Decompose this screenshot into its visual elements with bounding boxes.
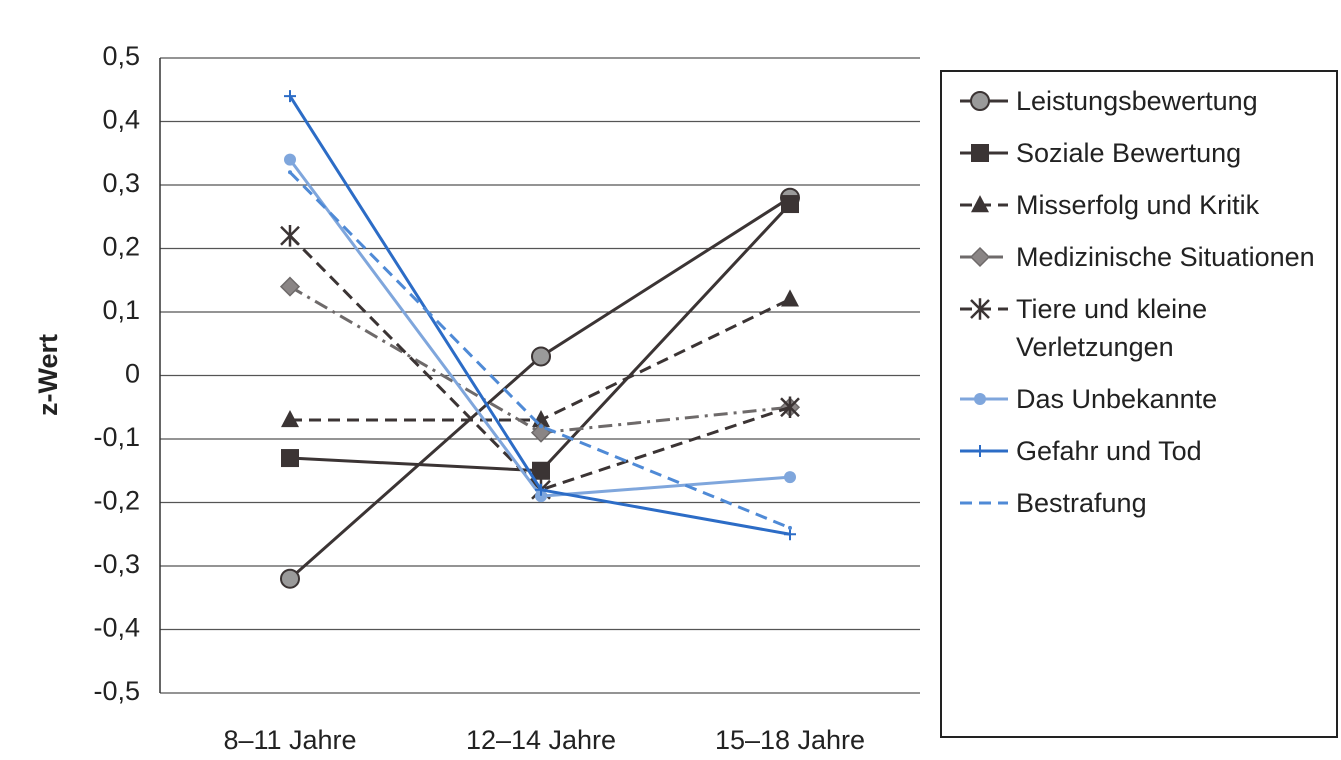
legend-label: Medizinische Situationen — [1016, 242, 1315, 272]
legend-swatch — [960, 445, 1008, 457]
marker — [535, 490, 547, 503]
legend-entry: Tiere und kleine Verletzungen — [956, 290, 1336, 366]
marker — [535, 483, 547, 496]
marker — [781, 195, 799, 214]
y-tick-label: 0,2 — [102, 232, 140, 262]
marker — [280, 568, 300, 589]
y-tick-label: 0,1 — [102, 295, 140, 325]
marker — [279, 276, 301, 297]
marker — [281, 410, 299, 428]
legend-swatch — [960, 298, 1008, 320]
legend: Leistungsbewertung Soziale Bewertung Misse… — [940, 70, 1338, 738]
y-axis-label: z-Wert — [33, 334, 63, 416]
point — [539, 424, 543, 429]
marker — [532, 461, 550, 480]
legend-entry: Medizinische Situationen — [956, 238, 1336, 276]
series-line — [288, 171, 791, 530]
legend-label: Leistungsbewertung — [1016, 86, 1258, 116]
y-tick-label: -0,5 — [93, 676, 140, 706]
legend-label: Das Unbekannte — [1016, 384, 1218, 414]
x-tick-label: 8–11 Jahre — [223, 725, 356, 755]
marker — [284, 153, 296, 166]
y-tick-label: 0,3 — [102, 168, 140, 198]
legend-swatch — [960, 501, 1008, 505]
marker — [971, 144, 989, 162]
legend-entry: Soziale Bewertung — [956, 134, 1336, 172]
series-line — [288, 158, 791, 498]
marker — [971, 195, 989, 213]
legend-entry: Das Unbekannte — [956, 380, 1336, 418]
y-tick-label: -0,1 — [93, 422, 140, 452]
y-tick-label: 0 — [125, 359, 140, 389]
chart: z-Wert -0,5 -0,4 -0,3 -0,2 -0,1 0 0,1 0,2 0,3 0,4… — [33, 41, 920, 755]
marker — [280, 225, 300, 247]
point — [788, 525, 792, 530]
marker — [781, 289, 799, 307]
legend-label: Bestrafung — [1016, 488, 1147, 518]
legend-label: Gefahr und Tod — [1016, 436, 1202, 466]
marker — [974, 445, 986, 457]
x-tick-label: 12–14 Jahre — [466, 725, 616, 755]
marker — [974, 393, 986, 405]
legend-swatch — [960, 246, 1008, 268]
marker — [969, 246, 991, 268]
y-tick-label: -0,4 — [93, 613, 140, 643]
marker — [970, 298, 990, 320]
legend-swatch — [960, 91, 1008, 111]
series-line — [288, 234, 791, 492]
legend-label: Soziale Bewertung — [1016, 138, 1242, 168]
marker — [780, 396, 800, 419]
y-tick-label: 0,5 — [102, 41, 140, 71]
marker — [970, 91, 990, 111]
legend-entry: Misserfolg und Kritik — [956, 186, 1336, 224]
y-tick-label: -0,2 — [93, 486, 140, 516]
legend-entry: Gefahr und Tod — [956, 432, 1336, 470]
marker — [784, 471, 796, 484]
legend-swatch — [960, 144, 1008, 162]
legend-swatch — [960, 195, 1008, 213]
legend-entry: Bestrafung — [956, 484, 1336, 522]
legend-label: Tiere und kleine Verletzungen — [1016, 294, 1208, 362]
marker — [281, 449, 299, 468]
legend-swatch — [960, 393, 1008, 405]
legend-label: Misserfolg und Kritik — [1016, 190, 1260, 220]
legend-entry: Leistungsbewertung — [956, 82, 1336, 120]
y-tick-label: -0,3 — [93, 549, 140, 579]
marker — [284, 90, 296, 103]
marker — [531, 346, 551, 367]
point — [288, 170, 292, 175]
marker — [784, 528, 796, 541]
y-tick-label: 0,4 — [102, 105, 140, 135]
x-tick-label: 15–18 Jahre — [715, 725, 865, 755]
